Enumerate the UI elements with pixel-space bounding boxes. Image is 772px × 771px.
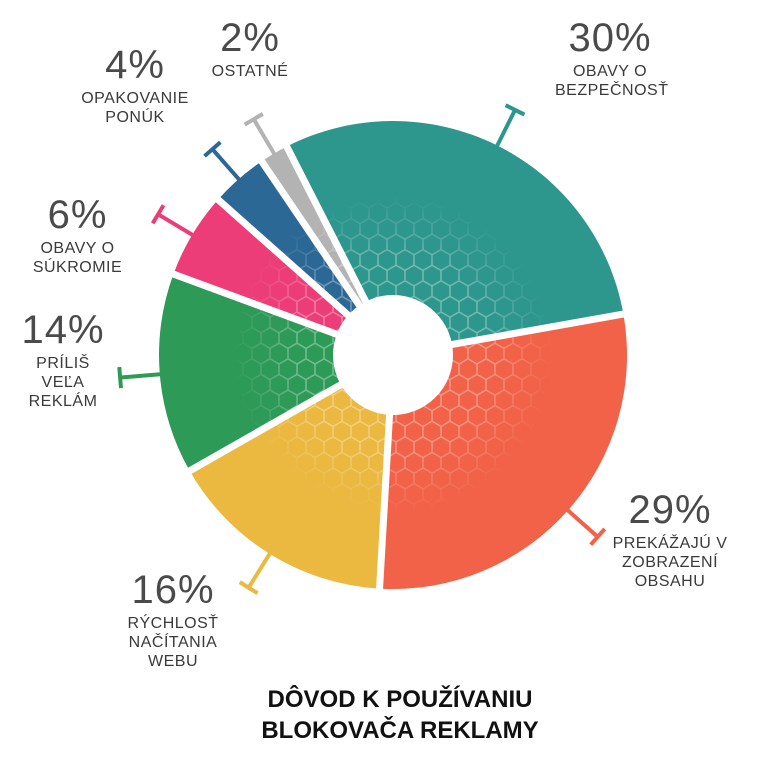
slice-gap (183, 380, 345, 477)
leader-cap (589, 527, 607, 547)
slice-gap (449, 309, 629, 349)
category-label: PRÍLIŠ VEĽA REKLÁM (28, 355, 98, 411)
leader-line (251, 118, 280, 162)
category-label: OBAVY O BEZPEČNOSŤ (555, 63, 669, 100)
leader-cap (150, 204, 166, 225)
data-label: 4% (105, 43, 165, 87)
data-label: 14% (21, 308, 105, 352)
label-content: 29% PREKÁŽAJÚ V ZOBRAZENÍ OBSAHU (610, 490, 730, 592)
label-privacy: 6% OBAVY O SÚKROMIE (25, 195, 130, 277)
label-repeat: 4% OPAKOVANIE PONÚK (75, 45, 195, 127)
category-label: OSTATNÉ (211, 63, 289, 80)
data-label: 16% (131, 568, 215, 612)
label-security: 30% OBAVY O BEZPEČNOSŤ (555, 16, 669, 100)
leader-cap (203, 140, 222, 158)
slice-gap (281, 140, 370, 305)
data-label: 6% (47, 193, 108, 237)
data-label: 30% (568, 16, 652, 60)
slice-gap (375, 412, 394, 594)
category-label: OBAVY O SÚKROMIE (32, 240, 123, 277)
label-speed: 16% RÝCHLOSŤ NAČÍTANIA WEBU (118, 570, 228, 672)
leader-cap (117, 366, 123, 389)
category-label: OPAKOVANIE PONÚK (81, 90, 189, 127)
title-line-2: BLOKOVAČA REKLAMY (261, 717, 539, 745)
slice-gap (256, 155, 364, 309)
data-label: 29% (628, 488, 712, 532)
leader-line (210, 147, 246, 187)
category-label: PREKÁŽAJÚ V ZOBRAZENÍ OBSAHU (612, 535, 728, 591)
slice-gap (211, 193, 352, 320)
leader-line (560, 503, 600, 539)
leader-line (156, 212, 201, 241)
slice-gap (167, 269, 340, 339)
data-label: 2% (220, 16, 280, 60)
chart-title: DÔVOD K POUŽÍVANIU BLOKOVAČA REKLAMY (220, 684, 580, 746)
leader-cap (243, 112, 264, 127)
leader-line (119, 371, 168, 380)
leader-cap (238, 580, 259, 595)
label-too-many: 14% PRÍLIŠ VEĽA REKLÁM (18, 310, 108, 412)
leader-cap (504, 103, 526, 117)
leader-line (246, 545, 276, 589)
donut-hole (333, 295, 453, 415)
title-line-1: DÔVOD K POUŽÍVANIU (267, 686, 533, 713)
label-other: 2% OSTATNÉ (200, 18, 300, 81)
category-label: RÝCHLOSŤ NAČÍTANIA WEBU (127, 615, 219, 671)
leader-line (491, 108, 517, 154)
